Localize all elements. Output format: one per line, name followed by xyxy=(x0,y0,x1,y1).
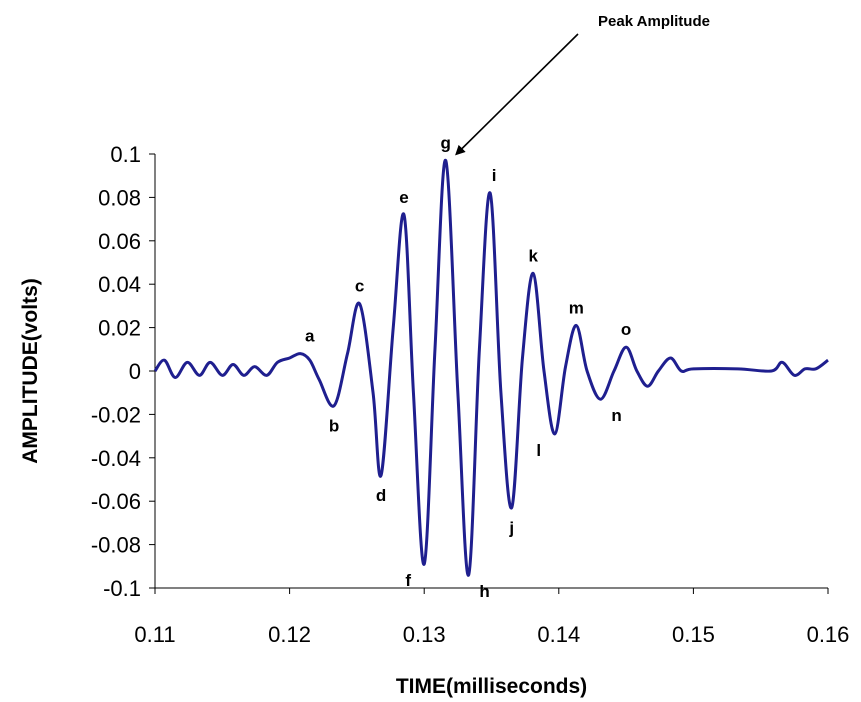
y-tick-label: -0.02 xyxy=(91,402,141,427)
x-tick-label: 0.16 xyxy=(807,622,850,647)
point-label-k: k xyxy=(528,246,538,265)
x-tick-label: 0.14 xyxy=(537,622,580,647)
waveform-line xyxy=(153,158,829,577)
point-label-o: o xyxy=(621,320,631,339)
point-label-j: j xyxy=(508,519,514,538)
series-layer xyxy=(153,158,829,577)
y-axis-title: AMPLITUDE(volts) xyxy=(19,278,42,464)
x-tick-label: 0.12 xyxy=(268,622,311,647)
y-tick-label: 0.08 xyxy=(98,185,141,210)
y-tick-label: -0.08 xyxy=(91,533,141,558)
point-label-e: e xyxy=(399,188,408,207)
y-tick-label: 0 xyxy=(129,359,141,384)
y-tick-label: -0.1 xyxy=(103,576,141,601)
point-label-b: b xyxy=(329,417,339,436)
y-tick-label: 0.06 xyxy=(98,229,141,254)
point-label-m: m xyxy=(569,298,584,317)
y-tick-label: -0.04 xyxy=(91,446,141,471)
axes: 0.11 0.12 0.13 0.14 0.15 0.16 0.1 0.08 0.06 0.04 0… xyxy=(91,142,850,647)
x-axis-title: TIME(milliseconds) xyxy=(396,675,587,698)
y-tick-label: -0.06 xyxy=(91,489,141,514)
point-label-g: g xyxy=(441,134,451,153)
x-tick-label: 0.15 xyxy=(672,622,715,647)
point-label-l: l xyxy=(536,441,541,460)
x-tick-label: 0.13 xyxy=(403,622,446,647)
point-labels: a b c d e f g h i j k l m n o xyxy=(305,134,631,601)
point-label-a: a xyxy=(305,327,315,346)
point-label-i: i xyxy=(492,166,497,185)
peak-amplitude-label: Peak Amplitude xyxy=(598,13,710,30)
y-tick-label: 0.02 xyxy=(98,316,141,341)
annotations: Peak Amplitude xyxy=(455,13,710,156)
peak-amplitude-arrow xyxy=(455,33,579,156)
point-label-c: c xyxy=(355,277,364,296)
x-tick-label: 0.11 xyxy=(134,622,175,647)
y-tick-label: 0.04 xyxy=(98,272,141,297)
point-label-d: d xyxy=(376,486,386,505)
point-label-f: f xyxy=(405,571,411,590)
point-label-n: n xyxy=(611,406,621,425)
y-tick-label: 0.1 xyxy=(110,142,141,167)
point-label-h: h xyxy=(479,582,489,601)
